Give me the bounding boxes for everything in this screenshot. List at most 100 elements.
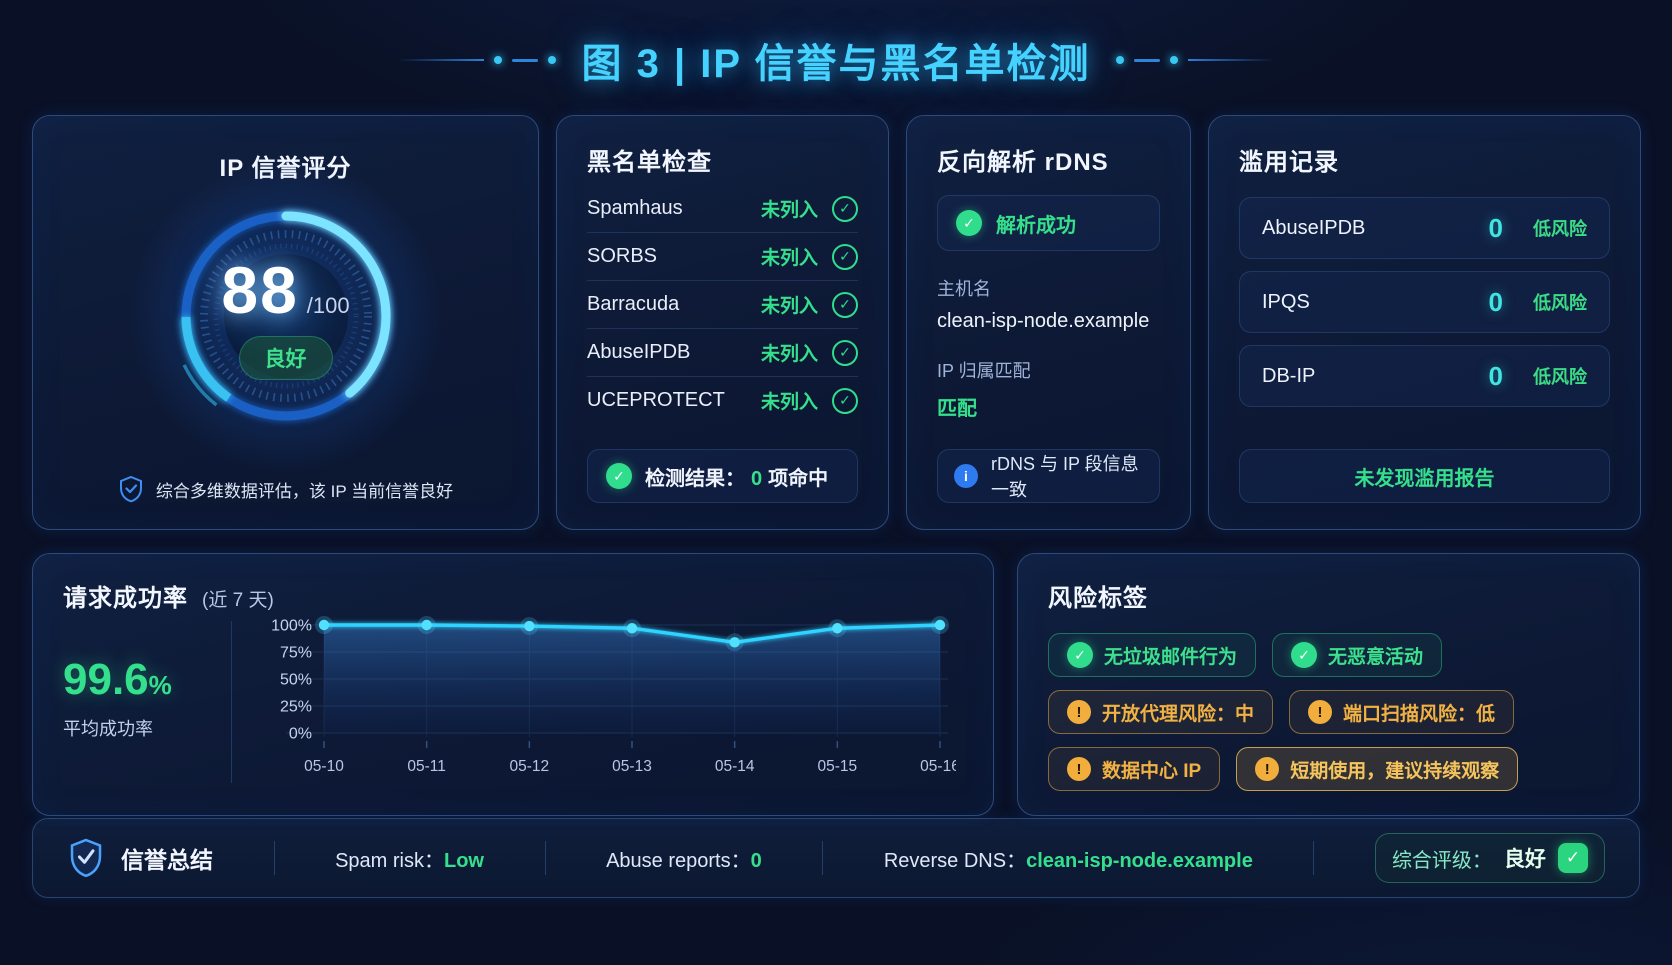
score-note: 综合多维数据评估，该 IP 当前信誉良好: [63, 475, 508, 503]
warning-icon: !: [1308, 700, 1333, 724]
score-card-title: IP 信誉评分: [219, 155, 352, 182]
abuse-row: AbuseIPDB 0 低风险: [1239, 197, 1610, 259]
shield-check-icon: [119, 475, 142, 503]
warning-icon: !: [1067, 700, 1091, 724]
check-filled-icon: ✓: [1291, 642, 1318, 668]
blacklist-row: Spamhaus 未列入 ✓: [587, 185, 858, 233]
shield-check-icon: [70, 838, 102, 878]
blacklist-row: AbuseIPDB 未列入 ✓: [587, 329, 858, 377]
avg-success-label: 平均成功率: [63, 719, 153, 739]
result-suffix: 项命中: [768, 467, 829, 490]
ip-match-value: 匹配: [937, 398, 977, 420]
risk-tag-no-spam: ✓ 无垃圾邮件行为: [1048, 633, 1257, 677]
risk-tag-short-term-use: ! 短期使用，建议持续观察: [1236, 747, 1519, 791]
result-count: 0: [751, 467, 763, 490]
abuse-count: 0: [1488, 286, 1503, 317]
success-rate-title: 请求成功率: [63, 585, 188, 612]
success-rate-subtitle: (近 7 天): [202, 590, 274, 611]
blacklist-status: 未列入: [760, 200, 818, 221]
abuse-row: DB-IP 0 低风险: [1239, 345, 1610, 407]
warning-icon: !: [1255, 757, 1280, 781]
blacklist-status: 未列入: [760, 344, 818, 365]
summary-abuse-reports: Abuse reports：0: [606, 849, 762, 872]
info-icon: i: [954, 464, 978, 488]
abuse-card: 滥用记录 AbuseIPDB 0 低风险 IPQS 0 低风险 DB-IP 0 …: [1208, 115, 1641, 530]
blacklist-row: UCEPROTECT 未列入 ✓: [587, 377, 858, 424]
abuse-reports-value: 0: [750, 849, 762, 872]
blacklist-name: AbuseIPDB: [587, 341, 691, 363]
risk-tag-datacenter-ip: ! 数据中心 IP: [1048, 747, 1221, 791]
summary-divider: [544, 841, 546, 875]
svg-text:100%: 100%: [271, 618, 312, 635]
svg-text:75%: 75%: [280, 645, 312, 662]
svg-text:05-12: 05-12: [510, 758, 550, 775]
stat-chart-divider: [231, 621, 232, 783]
svg-text:25%: 25%: [280, 699, 312, 716]
avg-success-value: 99.6: [63, 655, 149, 704]
blacklist-row: Barracuda 未列入 ✓: [587, 281, 858, 329]
page-title: 图 3 | IP 信誉与黑名单检测: [581, 42, 1091, 86]
check-circle-icon: ✓: [832, 387, 858, 414]
grade-badge: 良好: [238, 336, 333, 380]
success-rate-header: 请求成功率 (近 7 天): [63, 578, 963, 613]
spam-risk-value: Low: [444, 849, 484, 872]
abuse-count: 0: [1488, 212, 1503, 243]
check-chip-icon: ✓: [1557, 843, 1588, 873]
summary-title: 信誉总结: [121, 847, 213, 873]
blacklist-card: 黑名单检查 Spamhaus 未列入 ✓ SORBS 未列入 ✓ Barracu…: [556, 115, 889, 530]
abuse-source: DB-IP: [1262, 364, 1316, 387]
success-rate-card: 请求成功率 (近 7 天) 99.6% 平均成功率: [32, 553, 994, 816]
top-cards-row: IP 信誉评分: [32, 115, 1641, 530]
risk-tag-label: 短期使用，建议持续观察: [1290, 760, 1500, 782]
svg-text:0%: 0%: [289, 726, 312, 743]
check-circle-icon: ✓: [832, 243, 858, 270]
risk-tags-title: 风险标签: [1048, 585, 1148, 612]
abuse-count: 0: [1488, 360, 1503, 391]
risk-tag-label: 数据中心 IP: [1102, 760, 1202, 782]
svg-text:05-14: 05-14: [715, 758, 755, 775]
risk-tag-row: ✓ 无垃圾邮件行为 ✓ 无恶意活动: [1048, 633, 1609, 677]
blacklist-row: SORBS 未列入 ✓: [587, 233, 858, 281]
blacklist-result-panel: ✓ 检测结果： 0 项命中: [587, 449, 858, 503]
hostname-value: clean-isp-node.example: [937, 310, 1150, 332]
risk-tags-card: 风险标签 ✓ 无垃圾邮件行为 ✓ 无恶意活动 ! 开放代理风险：中 !: [1017, 553, 1640, 816]
blacklist-list: Spamhaus 未列入 ✓ SORBS 未列入 ✓ Barracuda 未列入…: [587, 185, 858, 424]
blacklist-card-title: 黑名单检查: [587, 149, 712, 176]
header-decor-left: [397, 56, 556, 64]
rdns-card: 反向解析 rDNS ✓ 解析成功 主机名 clean-isp-node.exam…: [906, 115, 1191, 530]
abuse-risk-badge: 低风险: [1533, 293, 1587, 313]
header-decor-right: [1116, 56, 1275, 64]
abuse-row: IPQS 0 低风险: [1239, 271, 1610, 333]
check-filled-icon: ✓: [956, 210, 982, 236]
summary-spam-risk: Spam risk：Low: [335, 849, 484, 872]
check-filled-icon: ✓: [1067, 642, 1093, 668]
risk-tag-label: 端口扫描风险：低: [1343, 703, 1496, 725]
rdns-status-text: 解析成功: [996, 214, 1076, 237]
rdns-status-panel: ✓ 解析成功: [937, 195, 1160, 251]
abuse-risk-badge: 低风险: [1533, 367, 1587, 387]
success-rate-chart: 100% 75% 50% 25% 0% 05-10 05-11 05-12 05-13 05-14…: [271, 616, 956, 775]
score-value: 88: [221, 253, 299, 327]
check-filled-icon: ✓: [606, 463, 632, 489]
summary-reverse-dns: Reverse DNS：clean-isp-node.example: [883, 849, 1253, 872]
blacklist-name: SORBS: [587, 245, 658, 267]
success-rate-body: 99.6% 平均成功率 100% 75% 50: [63, 615, 963, 791]
abuse-source: AbuseIPDB: [1262, 216, 1366, 239]
avg-success-unit: %: [148, 670, 172, 700]
abuse-card-title: 滥用记录: [1239, 149, 1339, 176]
rating-value: 良好: [1503, 848, 1546, 871]
risk-tag-open-proxy: ! 开放代理风险：中: [1048, 690, 1274, 734]
svg-text:05-11: 05-11: [407, 758, 446, 775]
check-circle-icon: ✓: [832, 339, 858, 366]
summary-divider: [1313, 841, 1315, 875]
check-circle-icon: ✓: [832, 291, 858, 318]
risk-tag-label: 无垃圾邮件行为: [1104, 646, 1238, 668]
rdns-note-text: rDNS 与 IP 段信息一致: [991, 454, 1139, 500]
blacklist-status: 未列入: [760, 296, 818, 317]
risk-tag-label: 开放代理风险：中: [1102, 703, 1255, 725]
score-gauge: 88 /100 良好: [130, 161, 441, 471]
summary-bar: 信誉总结 Spam risk：Low Abuse reports：0 Rever…: [32, 818, 1640, 898]
summary-divider: [822, 841, 824, 875]
score-note-text: 综合多维数据评估，该 IP 当前信誉良好: [155, 481, 454, 501]
bottom-cards-row: 请求成功率 (近 7 天) 99.6% 平均成功率: [32, 553, 1640, 816]
